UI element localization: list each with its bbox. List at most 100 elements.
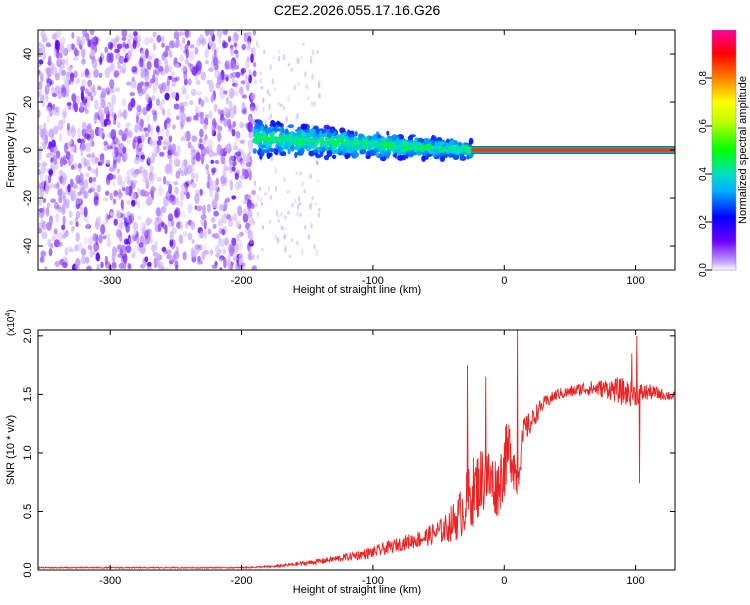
noise-blob (307, 96, 310, 100)
noise-blob (245, 156, 251, 164)
noise-blob (236, 233, 240, 242)
noise-blob (189, 164, 195, 174)
noise-blob (274, 167, 277, 174)
noise-blob (103, 106, 110, 115)
noise-blob (311, 49, 315, 56)
noise-blob (88, 165, 92, 170)
noise-blob (111, 94, 117, 105)
noise-blob (180, 120, 184, 130)
noise-blob (126, 81, 132, 86)
noise-blob (171, 219, 175, 228)
noise-blob (223, 170, 227, 179)
noise-blob (100, 261, 104, 269)
signal-blob (262, 140, 268, 145)
noise-blob (51, 33, 57, 40)
noise-blob (161, 52, 167, 61)
snr-scale-exponent: 4 (5, 313, 12, 317)
noise-blob (140, 72, 145, 79)
noise-blob (131, 199, 136, 207)
noise-blob (105, 190, 110, 196)
noise-blob (180, 64, 186, 73)
noise-blob (196, 205, 203, 212)
noise-blob (192, 252, 198, 258)
noise-blob (231, 166, 236, 172)
noise-blob (161, 108, 166, 116)
svg-text:(x104): (x104) (5, 309, 17, 336)
noise-blob (51, 139, 56, 148)
signal-blob (353, 136, 357, 142)
noise-blob (40, 30, 46, 38)
noise-blob (140, 68, 146, 77)
noise-blob (80, 90, 84, 102)
signal-blob (280, 151, 287, 157)
noise-blob (114, 136, 118, 144)
noise-blob (213, 152, 218, 157)
noise-blob (117, 174, 123, 186)
noise-blob (178, 31, 185, 36)
noise-blob (140, 154, 145, 160)
noise-blob (186, 164, 193, 175)
signal-blob (389, 147, 395, 152)
noise-blob (97, 106, 103, 116)
noise-blob (246, 203, 252, 211)
noise-blob (240, 67, 246, 74)
noise-blob (154, 220, 159, 227)
noise-blob (149, 236, 153, 244)
signal-blob (352, 151, 359, 159)
noise-blob (41, 44, 46, 55)
noise-blob (161, 98, 166, 105)
noise-blob (194, 46, 199, 55)
noise-blob (245, 162, 252, 167)
noise-blob (54, 260, 60, 268)
noise-blob (63, 232, 68, 237)
noise-blob (231, 237, 237, 247)
noise-blob (196, 37, 202, 47)
noise-blob (208, 36, 212, 47)
signal-blob (265, 136, 272, 142)
noise-blob (38, 89, 43, 100)
noise-blob (53, 183, 60, 189)
noise-blob (239, 86, 244, 95)
noise-blob (182, 101, 188, 107)
signal-blob (409, 150, 415, 157)
noise-blob (92, 90, 97, 97)
x-tick-label: 100 (626, 575, 644, 587)
signal-blob (438, 149, 446, 153)
noise-blob (154, 240, 158, 251)
noise-blob (116, 229, 123, 239)
noise-blob (223, 161, 227, 172)
noise-blob (161, 246, 167, 253)
noise-blob (231, 195, 237, 200)
noise-blob (56, 204, 61, 210)
signal-blob (269, 152, 273, 157)
noise-blob (168, 196, 173, 204)
signal-blob (252, 148, 257, 154)
spectrogram-x-label: Height of straight line (km) (293, 284, 421, 296)
noise-blob (163, 145, 167, 150)
noise-blob (117, 121, 121, 129)
y-tick-label: 2.0 (22, 328, 34, 343)
noise-blob (98, 234, 103, 244)
noise-blob (85, 124, 92, 134)
noise-blob (151, 95, 156, 101)
noise-blob (156, 98, 160, 106)
noise-blob (282, 53, 286, 60)
noise-blob (127, 130, 133, 138)
signal-blob (384, 151, 391, 158)
signal-blob (387, 138, 393, 143)
noise-blob (220, 114, 224, 119)
noise-blob (185, 49, 189, 59)
noise-blob (61, 87, 67, 98)
noise-blob (224, 61, 229, 70)
noise-blob (92, 84, 96, 93)
noise-blob (284, 245, 287, 253)
noise-blob (93, 191, 98, 197)
noise-blob (40, 72, 44, 83)
noise-blob (285, 115, 288, 123)
noise-blob (220, 87, 225, 92)
signal-blob (260, 125, 264, 132)
noise-blob (228, 215, 233, 222)
noise-blob (151, 244, 156, 253)
signal-blob (366, 144, 372, 149)
noise-blob (154, 146, 158, 155)
